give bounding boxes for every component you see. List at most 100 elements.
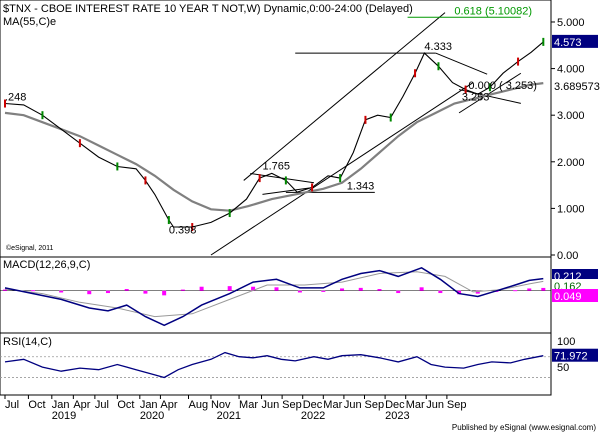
- rsi-last-value: 71.972: [554, 351, 588, 363]
- rsi-tick-label: 100: [557, 336, 575, 348]
- macd-histogram-bar: [358, 287, 363, 291]
- rsi-series: [0, 351, 551, 379]
- price-annotation: 4.333: [424, 41, 452, 53]
- x-month-label: Jul: [5, 399, 19, 411]
- macd-histogram-bar: [143, 290, 148, 294]
- ma-last-value: 3.689573: [554, 81, 600, 93]
- channel-upper-line: [243, 12, 446, 181]
- macd-value-2-box: [552, 289, 598, 302]
- macd-histogram-bar: [124, 289, 129, 291]
- price-candle: [437, 62, 440, 71]
- x-month-label: Mar: [406, 399, 425, 411]
- price-annotation: 0.000 ( 3.253): [468, 80, 537, 92]
- price-candle: [41, 111, 44, 120]
- macd-histogram-bar: [475, 290, 480, 294]
- price-line: [4, 41, 544, 228]
- ma-last-value-box: [552, 79, 598, 93]
- macd-histogram-bar: [321, 290, 326, 292]
- x-month-label: Mar: [323, 399, 342, 411]
- x-month-label: Dec: [385, 399, 405, 411]
- price-last-value-box: [552, 34, 598, 48]
- chart-title: $TNX - CBOE INTEREST RATE 10 YEAR T NOT,…: [3, 3, 413, 15]
- price-candle: [284, 176, 287, 185]
- macd-value-0-box: [552, 269, 598, 282]
- price-candle: [464, 85, 467, 94]
- x-axis-labels: Jul Oct Jan Apr Jul Oct Jan Apr Aug Nov Mar Jun Sep D…: [4, 395, 467, 422]
- support-rising-line: [458, 72, 522, 114]
- price-tick-label: 1.000: [557, 203, 585, 215]
- price-candle: [488, 83, 491, 92]
- macd-signal-line: [4, 271, 544, 318]
- price-last-value: 4.573: [554, 37, 582, 49]
- price-tick-label: 4.000: [557, 64, 585, 76]
- x-month-label: Oct: [117, 399, 134, 411]
- macd-histogram-bar: [274, 287, 279, 291]
- macd-histogram-bar: [396, 290, 401, 294]
- price-candle: [228, 209, 231, 218]
- rsi-line: [4, 351, 544, 379]
- price-annotations: 0.618 (5.10082) 4.333 1.765 1.343 0.398 3.253…: [5, 5, 537, 236]
- macd-histogram-bar: [419, 287, 424, 291]
- x-month-label: Sep: [365, 399, 385, 411]
- macd-histogram-bar: [457, 290, 462, 295]
- triangle-2021-lower: [262, 186, 315, 195]
- x-year-label: 2020: [140, 410, 164, 422]
- x-month-label: Nov: [211, 399, 231, 411]
- price-annotation: 1.765: [262, 161, 290, 173]
- macd-histogram-bar: [541, 287, 546, 291]
- price-annotation: 1.343: [347, 180, 375, 192]
- macd-histogram-bar: [199, 286, 204, 291]
- rsi-label: RSI(14,C): [3, 336, 52, 348]
- macd-histogram-bar: [297, 290, 302, 293]
- macd-histogram-bar: [180, 289, 185, 291]
- rsi-tick-label: 50: [557, 362, 569, 374]
- price-candle: [339, 174, 342, 183]
- x-year-label: 2021: [217, 410, 241, 422]
- macd-histogram-bar: [377, 289, 382, 291]
- macd-histogram-bar: [31, 290, 36, 292]
- macd-histogram-bar: [162, 290, 167, 296]
- price-annotation: .248: [5, 92, 26, 104]
- macd-value-2: 0.049: [554, 291, 582, 303]
- price-tick-label: 0.00: [557, 250, 578, 262]
- x-year-label: 2023: [385, 410, 409, 422]
- macd-histogram-bar: [340, 288, 345, 291]
- price-tick-label: 3.000: [557, 110, 585, 122]
- x-month-label: Oct: [28, 399, 45, 411]
- price-candle: [4, 99, 6, 108]
- x-year-label: 2022: [301, 410, 325, 422]
- x-month-label: Aug: [188, 399, 208, 411]
- price-candle: [258, 174, 261, 183]
- price-candle: [364, 115, 367, 124]
- macd-histogram-bar: [227, 286, 232, 291]
- price-value-labels: 4.573 3.689573: [552, 34, 600, 93]
- price-candle: [542, 37, 545, 46]
- macd-histogram-bar: [87, 290, 92, 295]
- price-candle: [389, 113, 392, 122]
- channel-lower-line: [210, 82, 474, 256]
- price-annotation: 0.618 (5.10082): [454, 5, 532, 17]
- macd-histogram-bar: [251, 286, 256, 291]
- macd-histogram-bar: [59, 290, 64, 293]
- price-candle: [191, 223, 194, 232]
- price-candle: [414, 69, 417, 78]
- rsi-last-value-box: [552, 348, 598, 362]
- x-month-label: Jan: [140, 399, 158, 411]
- x-month-label: Apr: [160, 399, 177, 411]
- price-candle: [78, 139, 81, 148]
- x-month-label: Jan: [52, 399, 70, 411]
- macd-histogram-bar: [438, 290, 443, 294]
- price-y-ticks: 0.00 1.000 2.000 3.000 4.000 5.000: [551, 17, 585, 262]
- price-candle: [517, 57, 520, 66]
- price-annotation: 3.253: [462, 91, 490, 103]
- macd-histogram-bar: [105, 290, 110, 294]
- x-month-label: Jul: [95, 399, 109, 411]
- ma-label: MA(55,C)e: [3, 16, 56, 28]
- x-month-label: Sep: [447, 399, 467, 411]
- x-month-label: Jun: [426, 399, 444, 411]
- price-tick-label: 5.000: [557, 17, 585, 29]
- price-candle: [167, 216, 170, 225]
- macd-label: MACD(12,26,9,C): [3, 259, 90, 271]
